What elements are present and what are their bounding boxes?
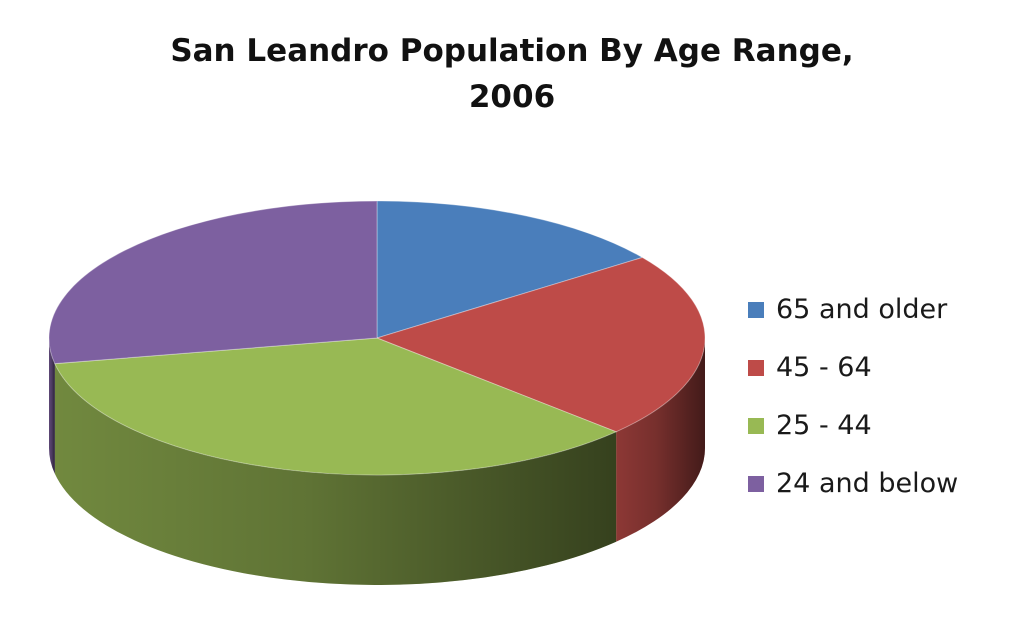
legend-swatch xyxy=(748,476,764,492)
legend-label: 24 and below xyxy=(776,468,959,499)
chart-title-line-1: San Leandro Population By Age Range, xyxy=(170,33,854,69)
legend-swatch xyxy=(748,360,764,376)
chart-title-line-2: 2006 xyxy=(468,79,556,115)
pie-slice-3 xyxy=(54,337,618,476)
legend-swatch xyxy=(748,302,764,318)
legend-label: 25 - 44 xyxy=(776,410,872,441)
legend-label: 45 - 64 xyxy=(776,352,872,383)
pie-slice-2 xyxy=(375,256,706,433)
legend-label: 65 and older xyxy=(776,294,948,325)
pie-slice-side-shade xyxy=(54,363,617,586)
pie-slice-side-shade xyxy=(616,338,705,542)
chart-title: San Leandro Population By Age Range, 200… xyxy=(0,28,1024,120)
legend-swatch xyxy=(748,418,764,434)
pie-tops xyxy=(48,200,706,476)
pie-slice-side-shade xyxy=(49,338,55,474)
pie-slice-1 xyxy=(376,200,644,339)
pie-sides xyxy=(49,338,705,586)
pie-slice-4 xyxy=(48,200,378,365)
